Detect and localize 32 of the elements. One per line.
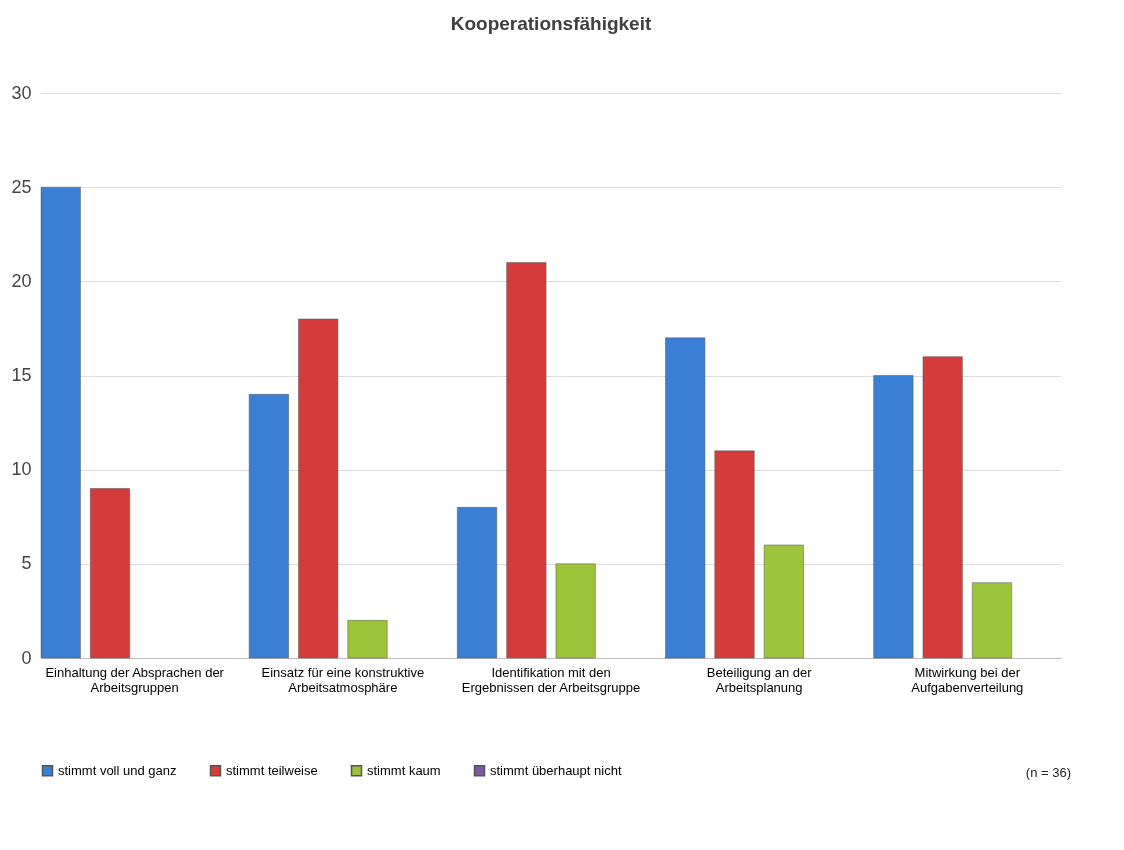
- bar: [714, 450, 755, 659]
- legend-label: stimmt voll und ganz: [58, 762, 177, 778]
- bar: [763, 544, 804, 659]
- y-tick-label: 5: [21, 553, 32, 574]
- x-tick-label: Beteiligung an der Arbeitsplanung: [706, 664, 813, 695]
- y-tick-label: 15: [11, 365, 32, 385]
- bar: [922, 356, 963, 659]
- bar: [873, 375, 914, 659]
- legend-label: stimmt kaum: [367, 762, 441, 778]
- legend-label: stimmt überhaupt nicht: [490, 762, 622, 778]
- x-tick-label: Identifikation mit den Ergebnissen der Arbeitsgruppe: [461, 664, 641, 695]
- bar: [298, 318, 339, 659]
- bar: [506, 262, 547, 659]
- legend-label: stimmt teilweise: [226, 762, 318, 778]
- x-tick-label: Mitwirkung bei der Aufgabenverteilung: [911, 664, 1024, 695]
- bar: [457, 507, 498, 659]
- bar: [40, 186, 81, 659]
- y-tick-label: 30: [11, 82, 32, 103]
- bar: [248, 394, 289, 659]
- y-tick-label: 20: [11, 270, 32, 291]
- y-tick-label: 0: [21, 647, 32, 668]
- bar: [90, 488, 130, 659]
- chart-title: Kooperationsfähigkeit: [450, 13, 652, 34]
- bar: [972, 582, 1012, 659]
- text: (n = 36): [1025, 765, 1071, 780]
- x-tick-label: Einsatz für eine konstruktive Arbeitsatmosphäre: [261, 664, 425, 695]
- bar: [347, 620, 388, 659]
- y-tick-label: 10: [11, 459, 32, 480]
- bar: [665, 337, 706, 659]
- bar: [555, 563, 596, 659]
- x-tick-label: Einhaltung der Absprachen der Arbeitsgruppen: [45, 664, 225, 695]
- y-tick-label: 25: [11, 176, 32, 197]
